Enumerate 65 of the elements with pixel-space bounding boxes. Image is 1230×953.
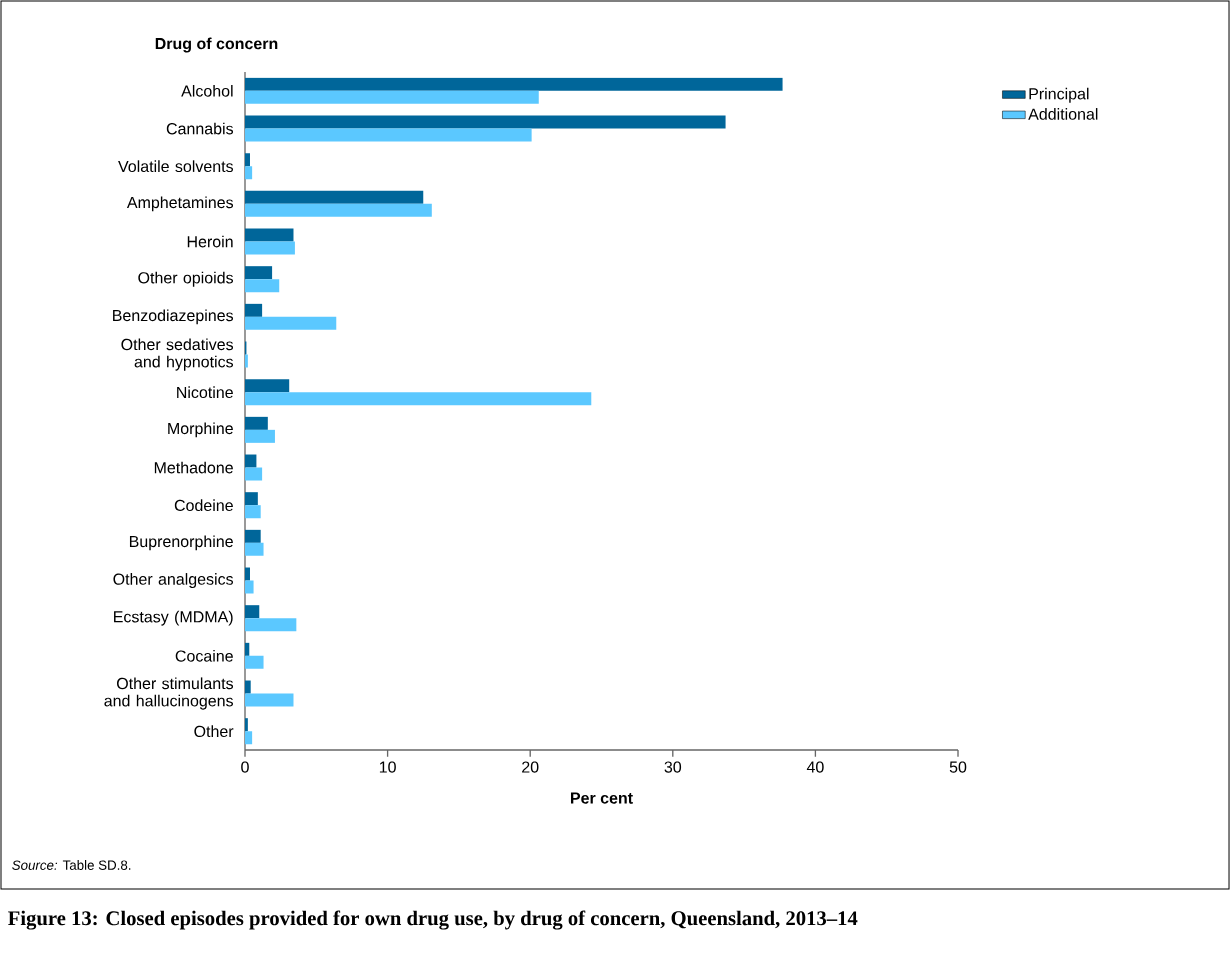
- bar: [245, 279, 280, 293]
- bar: [245, 203, 432, 217]
- x-tick-label: 0: [241, 761, 249, 773]
- bar: [245, 429, 275, 443]
- bar: [245, 467, 263, 481]
- y-tick-label: Codeine: [174, 499, 233, 512]
- bar: [245, 618, 297, 632]
- bar: [245, 492, 258, 506]
- y-tick-label: Nicotine: [177, 386, 233, 399]
- bar: [245, 228, 294, 242]
- y-tick-label: Cannabis: [166, 122, 234, 135]
- bar: [245, 605, 260, 619]
- x-tick-label: 10: [379, 761, 396, 773]
- x-tick-label: 30: [664, 761, 682, 773]
- bar: [245, 379, 290, 393]
- y-tick-label: Benzodiazepines: [113, 309, 234, 325]
- y-tick-label: Heroin: [187, 235, 233, 248]
- bar: [245, 354, 248, 368]
- bar: [245, 153, 250, 167]
- bar: [245, 542, 264, 556]
- text: Source: Table SD.8.: [12, 860, 131, 870]
- bar: [245, 731, 253, 745]
- y-tick-label: Alcohol: [181, 84, 233, 97]
- bar: [245, 693, 294, 707]
- y-tick-label: Other sedatives and hypnotics: [121, 338, 234, 371]
- bar: [245, 392, 592, 406]
- x-tick-label: 20: [522, 761, 539, 773]
- y-tick-label: Ecstasy (MDMA): [114, 610, 233, 626]
- bar: [245, 77, 783, 91]
- bar: [245, 454, 257, 468]
- bar: [245, 128, 532, 142]
- bar: [245, 580, 254, 594]
- bar: [245, 266, 273, 280]
- bar: [245, 316, 337, 330]
- y-tick-label: Cocaine: [175, 649, 233, 662]
- bar: [245, 655, 264, 669]
- text: Figure 13: Closed episodes provided for own drug use, by drug of concern, Queensland, 2013–14: [8, 910, 858, 930]
- x-tick-label: 40: [806, 761, 824, 773]
- y-tick-label: Volatile solvents: [118, 160, 234, 173]
- y-tick-label: Morphine: [168, 422, 233, 438]
- y-tick-label: Other stimulants and hallucinogens: [104, 677, 234, 710]
- bar: [245, 241, 295, 255]
- bar: [245, 90, 539, 104]
- y-tick-label: Amphetamines: [126, 196, 234, 212]
- bar: [245, 115, 726, 129]
- y-tick-label: Methadone: [154, 461, 233, 474]
- bar: [245, 718, 248, 732]
- x-tick-label: 50: [949, 761, 967, 773]
- y-tick-label: Other: [194, 725, 234, 738]
- bar: [245, 680, 251, 694]
- bar: [245, 303, 263, 317]
- legend-label: Principal: [1029, 87, 1089, 103]
- bar: [245, 190, 424, 204]
- y-axis-title: Drug of concern: [155, 37, 278, 53]
- y-tick-label: Other opioids: [138, 271, 234, 287]
- legend-label: Additional: [1028, 108, 1098, 120]
- y-tick-label: Buprenorphine: [129, 535, 233, 551]
- y-tick-label: Other analgesics: [113, 573, 234, 588]
- bar: [245, 416, 268, 430]
- x-axis-title: Per cent: [571, 792, 633, 804]
- bar: [245, 166, 253, 180]
- bar: [245, 529, 261, 543]
- bar: [245, 567, 250, 581]
- bar: [245, 642, 250, 656]
- bar: [245, 505, 261, 519]
